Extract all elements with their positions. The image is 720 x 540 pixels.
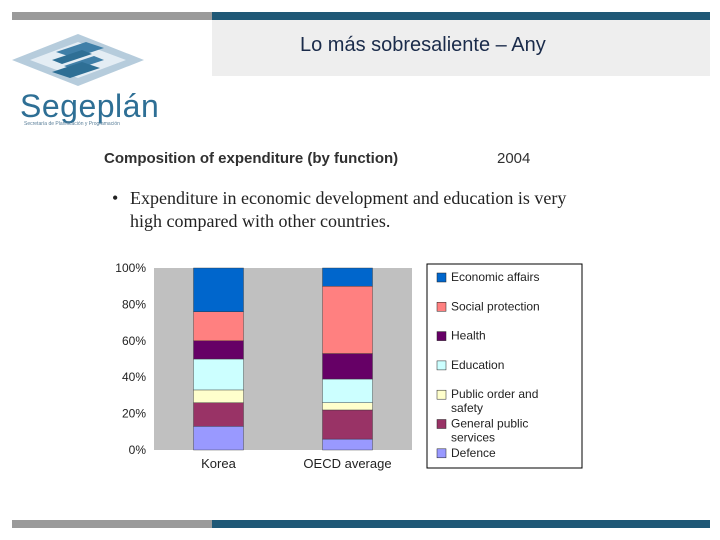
bar-general-public-services-oecd-average <box>322 409 373 440</box>
logo-subtitle: Secretaría de Planificación y Programaci… <box>24 121 120 127</box>
bar-social-protection-korea <box>193 311 244 342</box>
bar-economic-affairs-oecd-average <box>322 267 373 287</box>
legend-swatch-public-order-and-safety <box>436 389 447 400</box>
top-accent-blue-bar <box>212 12 710 20</box>
expenditure-chart: 0% 20% 40% 60% 80% 100% Korea OECD average Econo… <box>102 258 592 483</box>
bar-defence-korea <box>193 426 244 451</box>
bar-public-order-and-safety-korea <box>193 389 244 403</box>
top-accent-gray-bar <box>12 12 212 20</box>
bullet-mark: • <box>112 188 119 208</box>
bar-education-korea <box>193 358 244 391</box>
legend-swatch-social-protection <box>436 302 447 312</box>
bottom-accent-blue-bar <box>212 520 710 528</box>
chart-title: Composition of expenditure (by function) <box>104 150 399 167</box>
legend-swatch-defence <box>436 448 447 459</box>
x-tick-label: OECD average <box>303 456 391 471</box>
chart-year: 2004 <box>497 150 531 167</box>
plot-area <box>154 268 412 450</box>
bullet-text: Expenditure in economic development and … <box>130 188 567 231</box>
y-tick-label: 20% <box>122 407 146 421</box>
bar-public-order-and-safety-oecd-average <box>322 402 373 411</box>
segeplan-logo-icon <box>8 30 148 130</box>
legend-label-defence: Defence <box>451 446 496 460</box>
bar-economic-affairs-korea <box>193 267 244 312</box>
bar-health-oecd-average <box>322 353 373 380</box>
bottom-accent-gray-bar <box>12 520 212 528</box>
legend-swatch-economic-affairs <box>436 272 447 283</box>
bar-education-oecd-average <box>322 378 373 403</box>
legend-label-health: Health <box>451 329 486 343</box>
bar-health-korea <box>193 340 244 360</box>
legend-label-education: Education <box>451 358 504 372</box>
bar-general-public-services-korea <box>193 402 244 427</box>
legend-label-economic-affairs: Economic affairs <box>451 270 539 284</box>
slide-title: Lo más sobresaliente – Any <box>300 34 546 56</box>
legend-label-general-public-services: General public services <box>451 417 528 445</box>
bar-defence-oecd-average <box>322 438 373 451</box>
legend-box <box>426 263 583 469</box>
legend-swatch-health <box>436 331 447 341</box>
legend-label-social-protection: Social protection <box>451 299 540 313</box>
header-band <box>212 20 710 76</box>
y-tick-label: 100% <box>115 261 146 275</box>
y-tick-label: 0% <box>129 443 147 457</box>
y-tick-label: 40% <box>122 370 146 384</box>
legend-label-public-order-and-safety: Public order and safety <box>451 387 538 415</box>
chart-svg: 0% 20% 40% 60% 80% 100% Korea OECD average Econo… <box>115 261 583 471</box>
bar-social-protection-oecd-average <box>322 286 373 354</box>
legend-swatch-education <box>436 360 447 371</box>
x-tick-label: Korea <box>201 456 236 471</box>
y-tick-label: 80% <box>122 297 146 311</box>
legend-swatch-general-public-services <box>436 419 447 429</box>
logo-name: Segeplán <box>20 88 160 124</box>
y-tick-label: 60% <box>122 334 146 348</box>
